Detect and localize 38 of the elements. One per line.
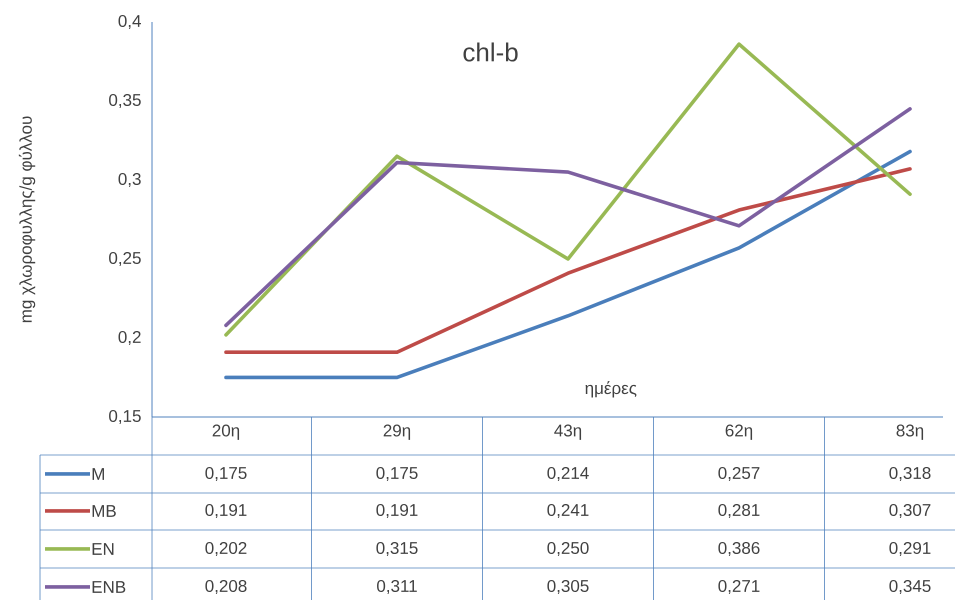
data-label: 0,241 [547, 504, 588, 518]
data-label: 0,175 [205, 466, 247, 482]
x-axis-title: ημέρες [586, 381, 636, 398]
data-label: 0,311 [377, 580, 417, 594]
data-label: 0,305 [547, 580, 589, 594]
data-label: 0,175 [376, 466, 418, 482]
text: chl-b [463, 42, 518, 62]
legend-label: EN [92, 543, 114, 555]
x-tick-label: 62η [726, 424, 752, 440]
data-label: 0,307 [889, 504, 930, 518]
data-label: 0,386 [718, 542, 760, 556]
x-tick-label: 83η [896, 424, 924, 440]
data-label: 0,291 [889, 542, 930, 556]
data-label: 0,345 [889, 580, 931, 594]
y-tick-label: 0,3 [118, 172, 141, 188]
x-tick-label: 20η [212, 424, 240, 440]
legend-label: ENB [92, 581, 126, 593]
data-label: 0,281 [718, 504, 760, 518]
data-label: 0,214 [547, 466, 589, 482]
y-tick-label: 0,4 [118, 14, 141, 30]
y-tick-label: 0,25 [109, 252, 141, 266]
data-label: 0,208 [205, 580, 247, 594]
data-label: 0,202 [205, 542, 246, 556]
y-axis-title: mg χλωροφυλλης/g φύλλου [18, 116, 36, 322]
y-tick-label: 0,35 [109, 94, 141, 108]
data-label: 0,257 [718, 466, 760, 482]
data-label: 0,250 [547, 542, 589, 556]
data-label: 0,191 [205, 504, 246, 518]
x-tick-label: 43η [554, 424, 582, 440]
data-label: 0,191 [376, 504, 418, 518]
y-tick-label: 0,15 [109, 410, 141, 424]
y-tick-label: 0,2 [118, 330, 141, 346]
legend-label: M [92, 468, 104, 480]
data-label: 0,271 [718, 580, 760, 594]
data-label: 0,315 [376, 542, 418, 556]
legend-label: MB [92, 505, 116, 517]
data-label: 0,318 [889, 466, 931, 482]
x-tick-label: 29η [384, 424, 410, 440]
